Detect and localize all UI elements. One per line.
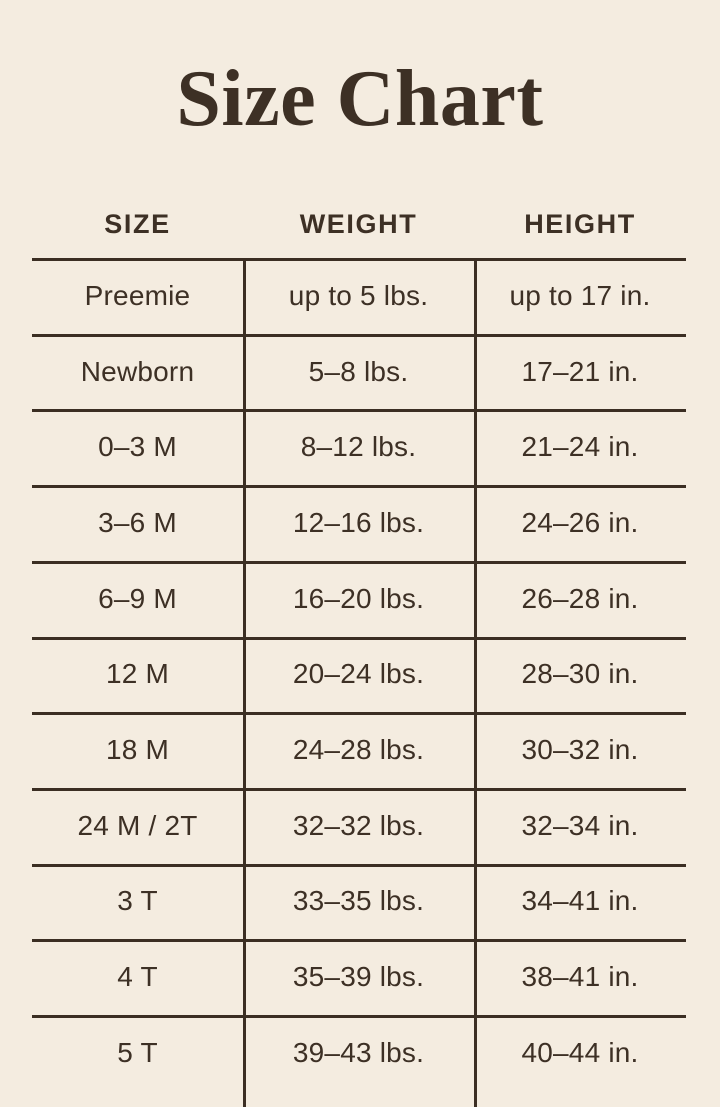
table-row: Newborn 5–8 lbs. 17–21 in.	[32, 334, 686, 410]
cell-height: 40–44 in.	[521, 1036, 639, 1068]
cell-height: 30–32 in.	[521, 733, 639, 765]
cell-weight: 35–39 lbs.	[292, 961, 425, 993]
row-divider	[32, 485, 686, 489]
table-row: Preemie up to 5 lbs. up to 17 in.	[32, 258, 686, 334]
cell-weight: up to 5 lbs.	[288, 279, 429, 311]
table-row: 0–3 M 8–12 lbs. 21–24 in.	[32, 409, 686, 485]
row-divider	[32, 863, 686, 867]
table-header-row: SIZE WEIGHT HEIGHT	[32, 190, 686, 258]
cell-weight: 39–43 lbs.	[292, 1036, 425, 1068]
cell-size: 6–9 M	[98, 582, 177, 614]
cell-size: 0–3 M	[98, 431, 177, 463]
cell-size: 4 T	[117, 961, 158, 993]
cell-height: 17–21 in.	[521, 355, 639, 387]
table-row: 4 T 35–39 lbs. 38–41 in.	[32, 939, 686, 1015]
cell-weight: 32–32 lbs.	[292, 809, 425, 841]
row-divider	[32, 333, 686, 337]
cell-height: 38–41 in.	[521, 961, 639, 993]
column-divider-1	[243, 258, 246, 1107]
table-row: 6–9 M 16–20 lbs. 26–28 in.	[32, 561, 686, 637]
row-divider	[32, 787, 686, 791]
cell-weight: 5–8 lbs.	[308, 355, 409, 387]
column-header-weight: WEIGHT	[299, 208, 418, 239]
row-divider	[32, 939, 686, 943]
cell-weight: 33–35 lbs.	[292, 885, 425, 917]
cell-weight: 12–16 lbs.	[292, 506, 425, 538]
column-header-height: HEIGHT	[524, 208, 636, 239]
cell-height: 28–30 in.	[521, 658, 639, 690]
cell-weight: 8–12 lbs.	[300, 431, 417, 463]
row-divider	[32, 409, 686, 413]
row-divider	[32, 636, 686, 640]
page-title: Size Chart	[176, 55, 544, 143]
cell-height: 24–26 in.	[521, 506, 639, 538]
table-row: 5 T 39–43 lbs. 40–44 in.	[32, 1015, 686, 1091]
cell-size: 3 T	[117, 885, 158, 917]
size-chart-page: Size Chart SIZE WEIGHT HEIGHT Preemie up …	[32, 55, 686, 1107]
table-row: 3–6 M 12–16 lbs. 24–26 in.	[32, 485, 686, 561]
cell-height: up to 17 in.	[509, 279, 651, 311]
cell-height: 34–41 in.	[521, 885, 639, 917]
cell-size: Preemie	[84, 279, 191, 311]
table-row: 3 T 33–35 lbs. 34–41 in.	[32, 864, 686, 940]
cell-size: 12 M	[105, 658, 170, 690]
row-divider	[32, 258, 686, 261]
cell-height: 26–28 in.	[521, 582, 639, 614]
table-row: 24 M / 2T 32–32 lbs. 32–34 in.	[32, 788, 686, 864]
row-divider	[32, 560, 686, 564]
size-chart-table: SIZE WEIGHT HEIGHT Preemie up to 5 lbs. up…	[32, 190, 686, 1107]
cell-size: 3–6 M	[98, 506, 177, 538]
table-body: Preemie up to 5 lbs. up to 17 in. Newborn 5–…	[32, 258, 686, 1107]
cell-size: 24 M / 2T	[77, 809, 198, 841]
cell-height: 32–34 in.	[521, 809, 639, 841]
row-divider	[32, 1015, 686, 1018]
table-row: 12 M 20–24 lbs. 28–30 in.	[32, 636, 686, 712]
row-divider	[32, 712, 686, 716]
cell-weight: 16–20 lbs.	[292, 582, 425, 614]
cell-size: Newborn	[80, 355, 195, 387]
table-row: 18 M 24–28 lbs. 30–32 in.	[32, 712, 686, 788]
column-divider-2	[474, 258, 477, 1107]
cell-height: 21–24 in.	[521, 431, 639, 463]
column-header-size: SIZE	[104, 208, 171, 239]
cell-size: 5 T	[117, 1036, 158, 1068]
cell-weight: 20–24 lbs.	[292, 658, 425, 690]
cell-size: 18 M	[105, 733, 170, 765]
cell-weight: 24–28 lbs.	[292, 733, 425, 765]
